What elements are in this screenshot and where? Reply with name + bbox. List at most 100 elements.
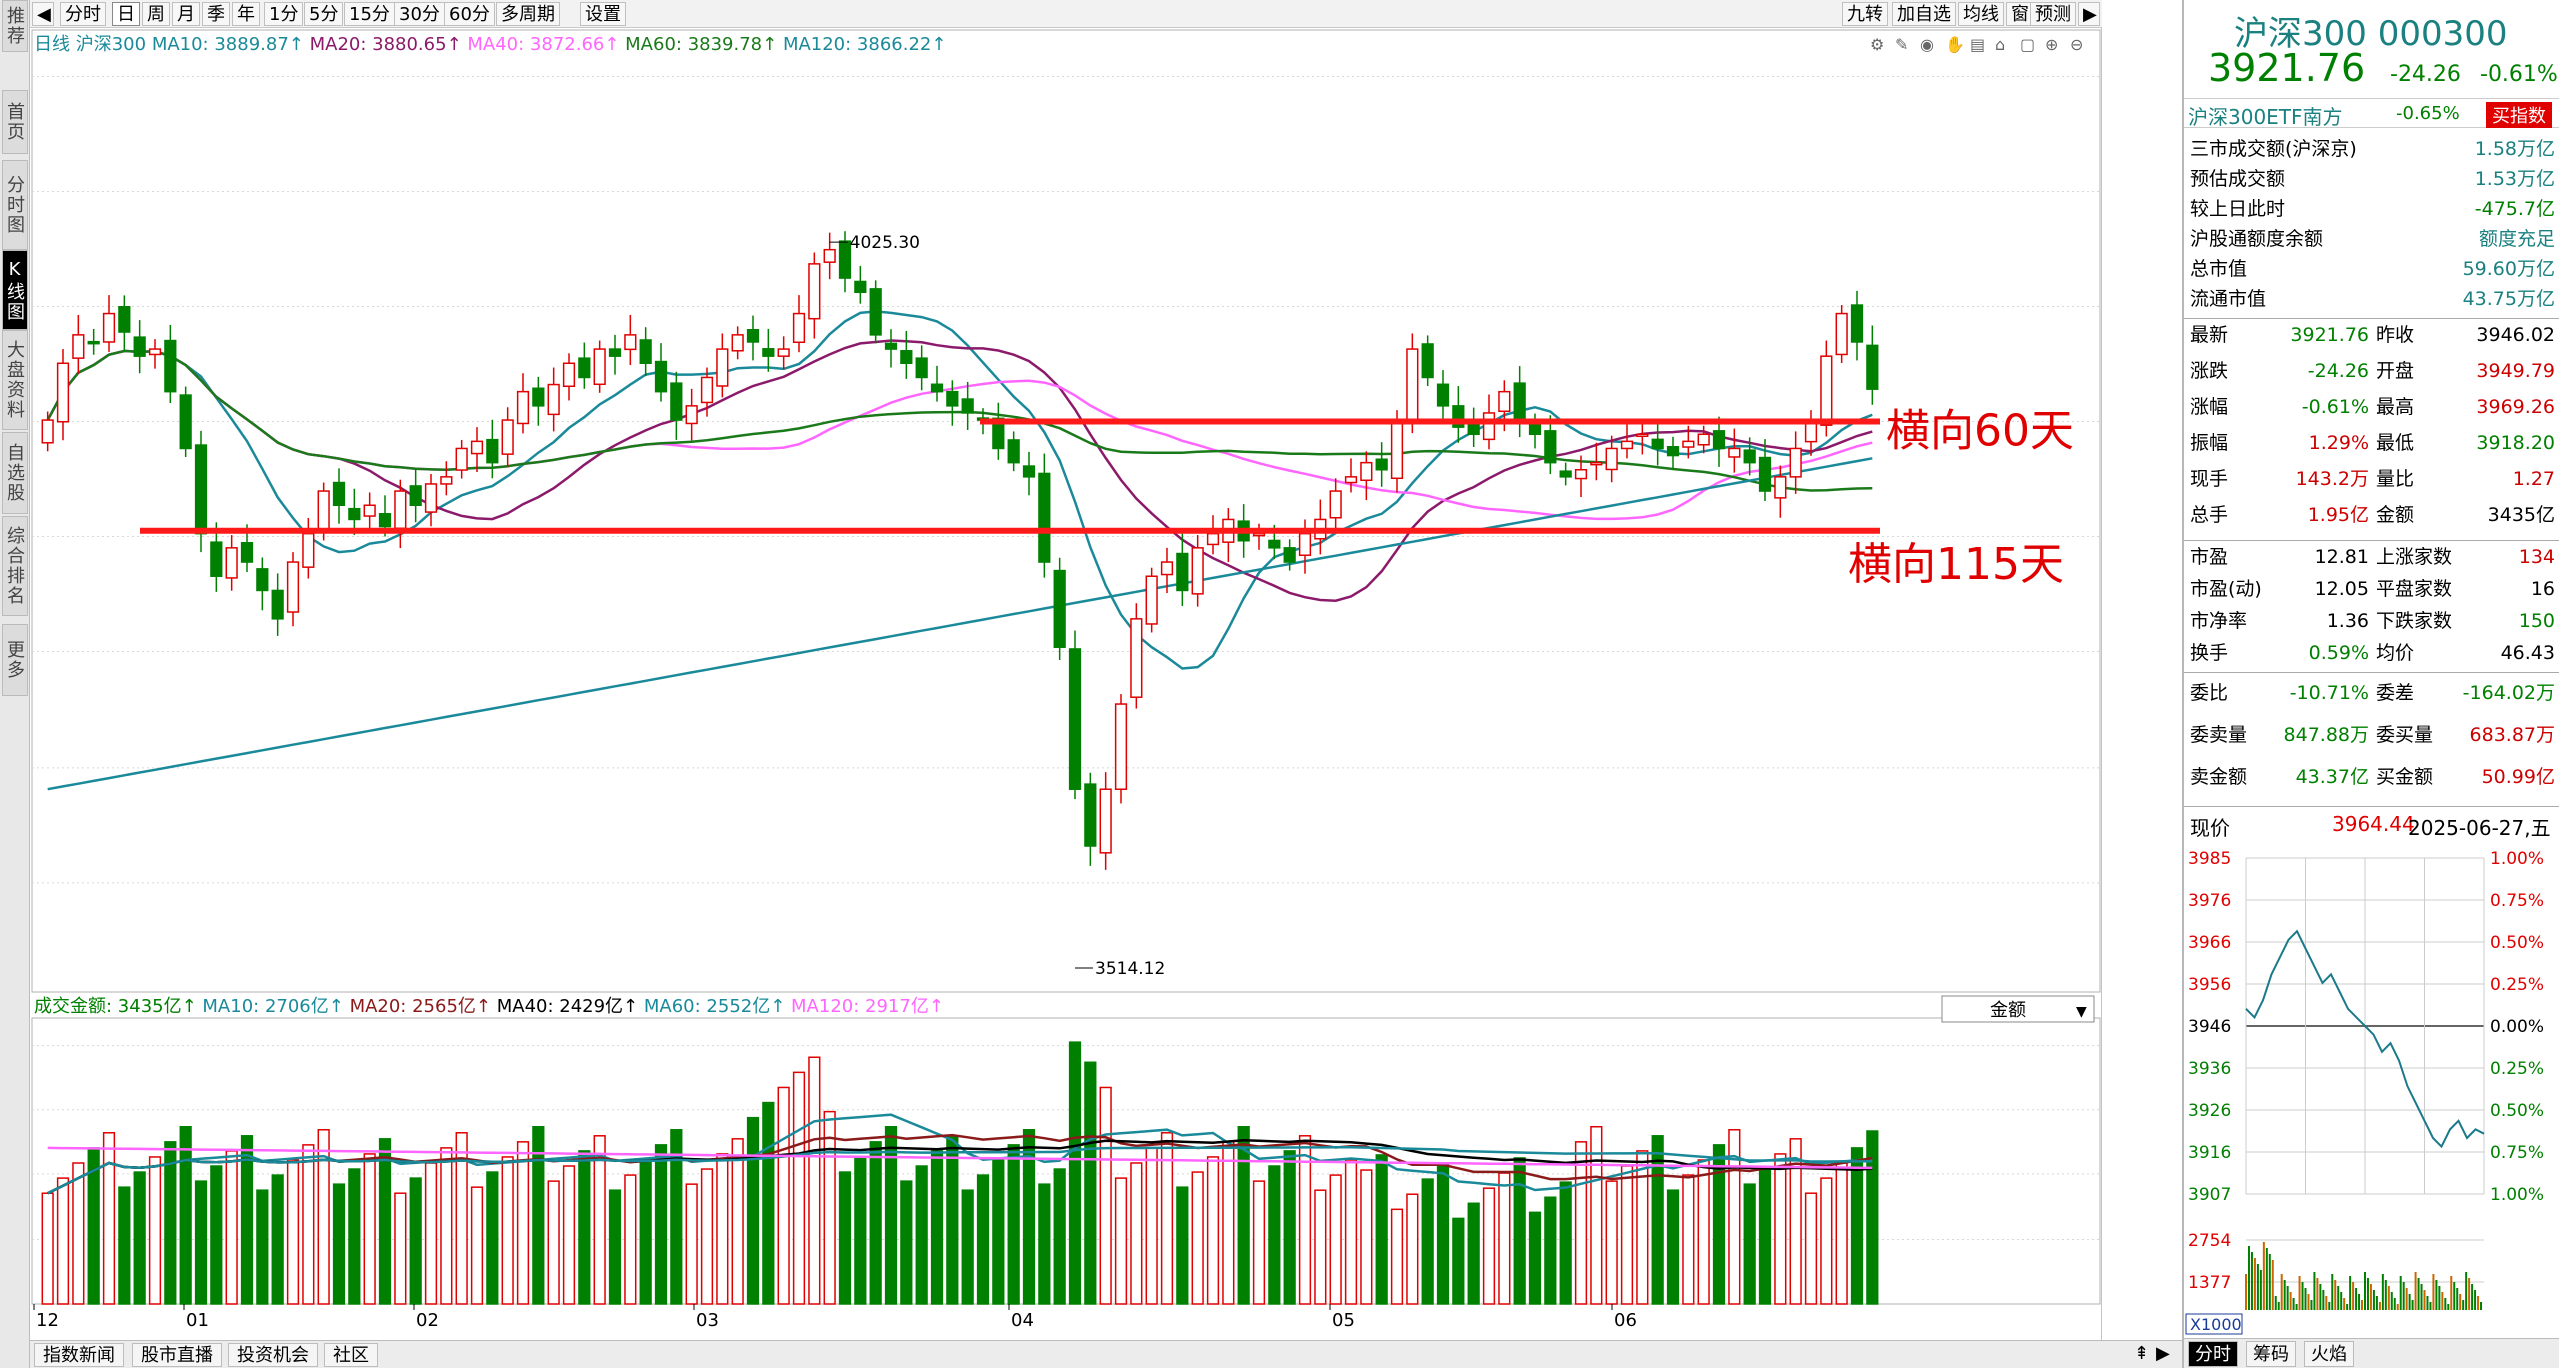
period-30min[interactable]: 30分: [394, 2, 445, 26]
candle-body: [470, 440, 484, 455]
zoom-out-icon[interactable]: ⊖: [2070, 35, 2083, 54]
date-label: 04: [1011, 1310, 1034, 1331]
quote-row-cell: 涨幅: [2190, 396, 2229, 418]
tab-kline[interactable]: K线图: [2, 250, 28, 330]
pin-icon[interactable]: ⇞: [2134, 1343, 2150, 1364]
trash-icon[interactable]: ▤: [1970, 35, 1985, 54]
etf-name[interactable]: 沪深300ETF南方: [2188, 105, 2343, 129]
period-1min[interactable]: 1分: [264, 2, 304, 26]
gear-icon[interactable]: ⚙: [1870, 35, 1884, 54]
tab-live[interactable]: 股市直播: [132, 1343, 222, 1367]
pen-icon[interactable]: ✎: [1895, 35, 1908, 54]
period-day[interactable]: 日: [112, 2, 140, 26]
tab-recommend[interactable]: 推荐: [2, 0, 28, 52]
period-week[interactable]: 周: [142, 2, 170, 26]
next-arrow-icon[interactable]: ▶: [2078, 2, 2100, 26]
period-year[interactable]: 年: [232, 2, 260, 26]
lock-icon[interactable]: ⌂: [1995, 35, 2005, 54]
candle-body: [56, 362, 70, 423]
quote-row: 振幅 1.29% 最低 3918.20: [2184, 428, 2559, 458]
volume-bar: [516, 1141, 530, 1305]
candle-body: [884, 342, 898, 350]
period-60min[interactable]: 60分: [444, 2, 495, 26]
eye-icon[interactable]: ◉: [1920, 35, 1934, 54]
tab-more[interactable]: 更多: [2, 624, 28, 696]
tab-mini-intraday[interactable]: 分时: [2188, 1341, 2238, 1367]
ma-line-60: [46, 349, 1873, 492]
tab-ranking[interactable]: 综合排名: [2, 516, 28, 616]
volume-bar: [1022, 1129, 1036, 1305]
volume-bar: [946, 1135, 959, 1305]
candle-body: [348, 507, 361, 521]
period-intraday[interactable]: 分时: [60, 2, 106, 26]
period-15min[interactable]: 15分: [344, 2, 395, 26]
ratio-row-cell: 12.05: [2314, 578, 2369, 600]
tab-home[interactable]: 首页: [2, 90, 28, 154]
volume-bar: [1007, 1144, 1020, 1305]
volume-bar: [1406, 1193, 1419, 1305]
collapse-icon[interactable]: ▶: [2156, 1343, 2170, 1364]
forecast-button[interactable]: 预测: [2030, 2, 2076, 26]
multi-period-button[interactable]: 多周期: [496, 2, 560, 26]
volume-bar: [869, 1141, 882, 1305]
tab-watchlist[interactable]: 自选股: [2, 432, 28, 514]
period-quarter[interactable]: 季: [202, 2, 230, 26]
tab-community[interactable]: 社区: [324, 1343, 378, 1367]
period-5min[interactable]: 5分: [304, 2, 344, 26]
candle-body: [639, 339, 652, 365]
tab-market-info[interactable]: 大盘资料: [2, 330, 28, 430]
candle-body: [1513, 382, 1526, 421]
mini-price-line: [2245, 929, 2485, 1149]
bag-icon[interactable]: ▢: [2020, 35, 2035, 54]
ratio-row: 市盈 12.81 上涨家数 134: [2184, 542, 2559, 572]
tab-flame[interactable]: 火焰: [2304, 1341, 2354, 1367]
volume-bar: [915, 1165, 928, 1305]
candle-body: [808, 263, 821, 320]
tab-chips[interactable]: 筹码: [2246, 1341, 2296, 1367]
mini-right-tick: 0.50%: [2490, 1101, 2544, 1121]
tab-intraday[interactable]: 分时图: [2, 160, 28, 250]
tab-index-news[interactable]: 指数新闻: [34, 1343, 124, 1367]
mini-right-tick: 0.25%: [2490, 1059, 2544, 1079]
intraday-mini-chart[interactable]: 3985 1.00% 3976 0.75% 3966 0.50% 3956 0.25% 3946…: [2184, 840, 2559, 1338]
buy-index-button[interactable]: 买指数: [2486, 102, 2552, 128]
volume-bar: [271, 1174, 284, 1305]
add-watchlist-button[interactable]: 加自选: [1892, 2, 1956, 26]
candle-body: [455, 447, 468, 471]
ma-button[interactable]: 均线: [1958, 2, 2004, 26]
volume-bar: [72, 1162, 85, 1305]
window-button[interactable]: 窗: [2006, 2, 2034, 26]
volume-bar: [164, 1141, 177, 1305]
nine-turn-button[interactable]: 九转: [1842, 2, 1888, 26]
candle-body: [792, 312, 806, 344]
market-row-label: 较上日此时: [2190, 198, 2286, 220]
date-label: 03: [696, 1310, 719, 1331]
quote-row-cell: 3949.79: [2476, 360, 2555, 382]
volume-bar: [1130, 1162, 1143, 1305]
volume-bar: [1084, 1061, 1097, 1305]
settings-button[interactable]: 设置: [580, 2, 626, 26]
etf-row[interactable]: 沪深300ETF南方 -0.65% 买指数: [2184, 98, 2559, 129]
volume-bar: [593, 1135, 606, 1305]
tab-opportunity[interactable]: 投资机会: [228, 1343, 318, 1367]
volume-select[interactable]: 金额 ▼: [1941, 995, 2095, 1023]
prev-arrow-icon[interactable]: ◀: [32, 2, 54, 26]
volume-bar: [148, 1156, 162, 1305]
period-month[interactable]: 月: [172, 2, 200, 26]
candle-body: [1283, 547, 1296, 563]
hand-icon[interactable]: ✋: [1945, 35, 1965, 54]
kline-chart[interactable]: 41424061398038993818373736553574 横向60天横向…: [30, 28, 2102, 994]
quote-row: 现手 143.2万 量比 1.27: [2184, 464, 2559, 494]
volume-bar: [1651, 1135, 1664, 1305]
candle-body: [1774, 476, 1787, 499]
candle-body: [1053, 569, 1066, 648]
quote-row: 涨幅 -0.61% 最高 3969.26: [2184, 392, 2559, 422]
candle-body: [486, 438, 499, 464]
mini-x-label: X1000: [2190, 1315, 2242, 1334]
candle-body: [102, 312, 116, 343]
volume-bar: [685, 1183, 698, 1305]
mini-date: 2025-06-27,五: [2408, 816, 2551, 840]
candle-body: [194, 444, 208, 535]
zoom-in-icon[interactable]: ⊕: [2045, 35, 2058, 54]
